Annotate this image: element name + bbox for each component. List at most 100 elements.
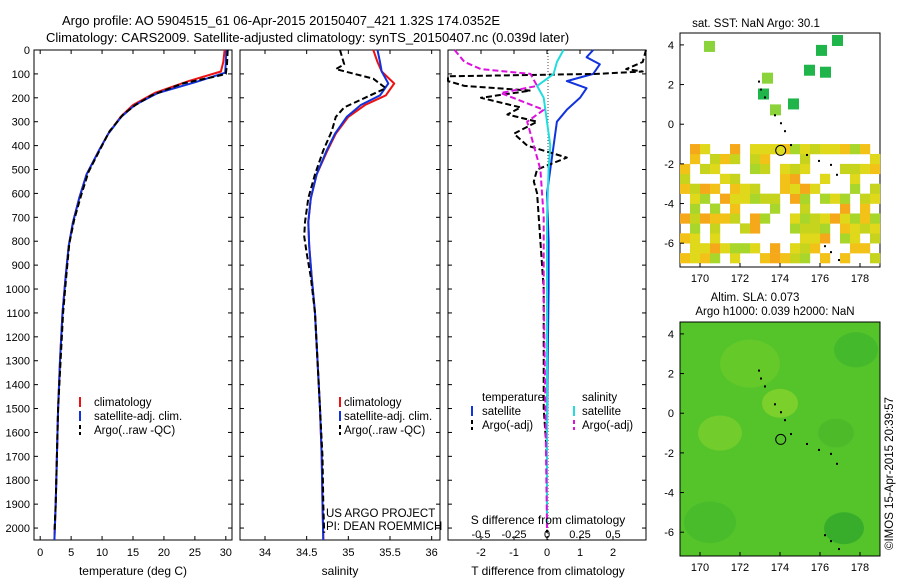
x-tick-label: 36 [426, 547, 438, 559]
sst-cell [750, 193, 761, 204]
sst-cell [780, 253, 791, 264]
x-tick-label: -1 [509, 547, 519, 559]
sla-blob [684, 501, 736, 544]
difference-legend: temperature satellite Argo(-adj) salinit… [471, 392, 633, 432]
y-tick-label: 2000 [6, 523, 30, 535]
map-y-tick-label: -4 [664, 199, 674, 211]
sst-cell [710, 203, 721, 214]
sla-blob [762, 388, 798, 418]
coast-dot [780, 411, 782, 414]
y-tick-label: 600 [12, 188, 30, 200]
map-x-tick-label: 176 [811, 273, 829, 285]
sst-cell [850, 233, 861, 244]
sst-cell [690, 213, 701, 224]
y-tick-label: 1000 [6, 284, 30, 296]
sst-cell [690, 253, 701, 264]
legend-temperature-title: temperature [482, 392, 544, 404]
legend-sal-satellite-label: satellite [582, 406, 621, 418]
series-line [536, 49, 565, 528]
map-y-tick-label: -6 [664, 238, 674, 250]
coast-dot [784, 130, 786, 133]
y-tick-label: 300 [12, 117, 30, 129]
y-tick-label: 1900 [6, 499, 30, 511]
sst-cell [800, 144, 811, 155]
sst-cell [750, 183, 761, 194]
sst-cell [870, 223, 881, 234]
sst-cell [830, 193, 841, 204]
sst-cell [820, 144, 831, 155]
sst-cell [700, 243, 711, 254]
map-x-tick-label: 174 [771, 273, 789, 285]
y-tick-label: 700 [12, 212, 30, 224]
y-tick-label: 100 [12, 69, 30, 81]
x-tick-label: 34 [259, 547, 271, 559]
sst-cell [760, 163, 771, 175]
difference-panel: -2 -1 0 1 2 -0.5 -0.25 0 0.25 0.5 T difference f… [447, 49, 647, 578]
map-y-tick-label: -2 [664, 159, 674, 171]
title-line1: Argo profile: AO 5904515_61 06-Apr-2015 … [62, 13, 500, 28]
sla-x-ticks: 170 172 174 176 178 [691, 552, 869, 574]
sst-cell [820, 223, 831, 234]
sst-cell [840, 223, 851, 234]
s-tick-label: 0.5 [605, 529, 620, 541]
x-tick-label: 25 [189, 547, 201, 559]
coast-dot [830, 540, 832, 543]
y-tick-label: 1300 [6, 356, 30, 368]
sst-cell [720, 243, 731, 254]
sst-cell [790, 144, 801, 155]
sst-cell [790, 163, 801, 175]
sst-cell [788, 98, 799, 110]
sst-cell [800, 223, 811, 234]
sst-cell [790, 183, 801, 194]
sst-cell [770, 243, 781, 254]
map-x-tick-label: 170 [691, 562, 709, 574]
sst-cell [800, 153, 811, 165]
sst-cell [804, 64, 815, 76]
sst-cell [870, 233, 881, 244]
sst-cell [850, 163, 861, 175]
sst-cell [840, 203, 851, 214]
difference-y-ticks [448, 49, 646, 529]
sst-cell [690, 233, 701, 244]
sst-cell [830, 144, 841, 155]
salinity-xlabel: salinity [322, 564, 359, 578]
sst-cell [750, 213, 761, 224]
sst-cell [690, 243, 701, 254]
sst-cell [800, 213, 811, 224]
sla-blob [720, 339, 780, 388]
sst-cell [710, 253, 721, 264]
project-line2: PI: DEAN ROEMMICH [326, 521, 442, 533]
coast-dot [830, 251, 832, 254]
sst-cell [830, 213, 841, 224]
sla-map-panel: Altim. SLA: 0.073 Argo h1000: 0.039 h200… [664, 292, 881, 574]
sst-cell [770, 144, 781, 155]
coast-dot [780, 122, 782, 125]
sst-cell [810, 144, 821, 155]
sla-coastline [758, 369, 840, 551]
x-tick-label: 0 [544, 547, 550, 559]
salinity-y-ticks [240, 49, 440, 529]
s-tick-label: -0.5 [472, 529, 491, 541]
sst-cell [760, 253, 771, 264]
coast-dot [838, 548, 840, 551]
x-tick-label: 1 [577, 547, 583, 559]
y-tick-label: 0 [24, 45, 30, 57]
salinity-axes-frame [239, 49, 441, 541]
x-tick-label: 2 [610, 547, 616, 559]
sst-cell [870, 213, 881, 224]
sst-cell [680, 163, 691, 175]
map-y-tick-label: 0 [668, 408, 674, 420]
coast-dot [818, 448, 820, 451]
sst-cell [760, 213, 771, 224]
sst-cell [710, 243, 721, 254]
legend-salinity-title: salinity [582, 392, 617, 404]
sst-cell [840, 144, 851, 155]
argo-position-marker [775, 433, 787, 445]
coast-dot [790, 144, 792, 147]
salinity-panel: 34 34.5 35 35.5 36 salinity climatology sate… [239, 49, 442, 578]
sst-cell [850, 213, 861, 224]
x-tick-label: 5 [68, 547, 74, 559]
sst-cell [700, 253, 711, 264]
x-tick-label: 10 [96, 547, 108, 559]
sst-cell [750, 243, 761, 254]
